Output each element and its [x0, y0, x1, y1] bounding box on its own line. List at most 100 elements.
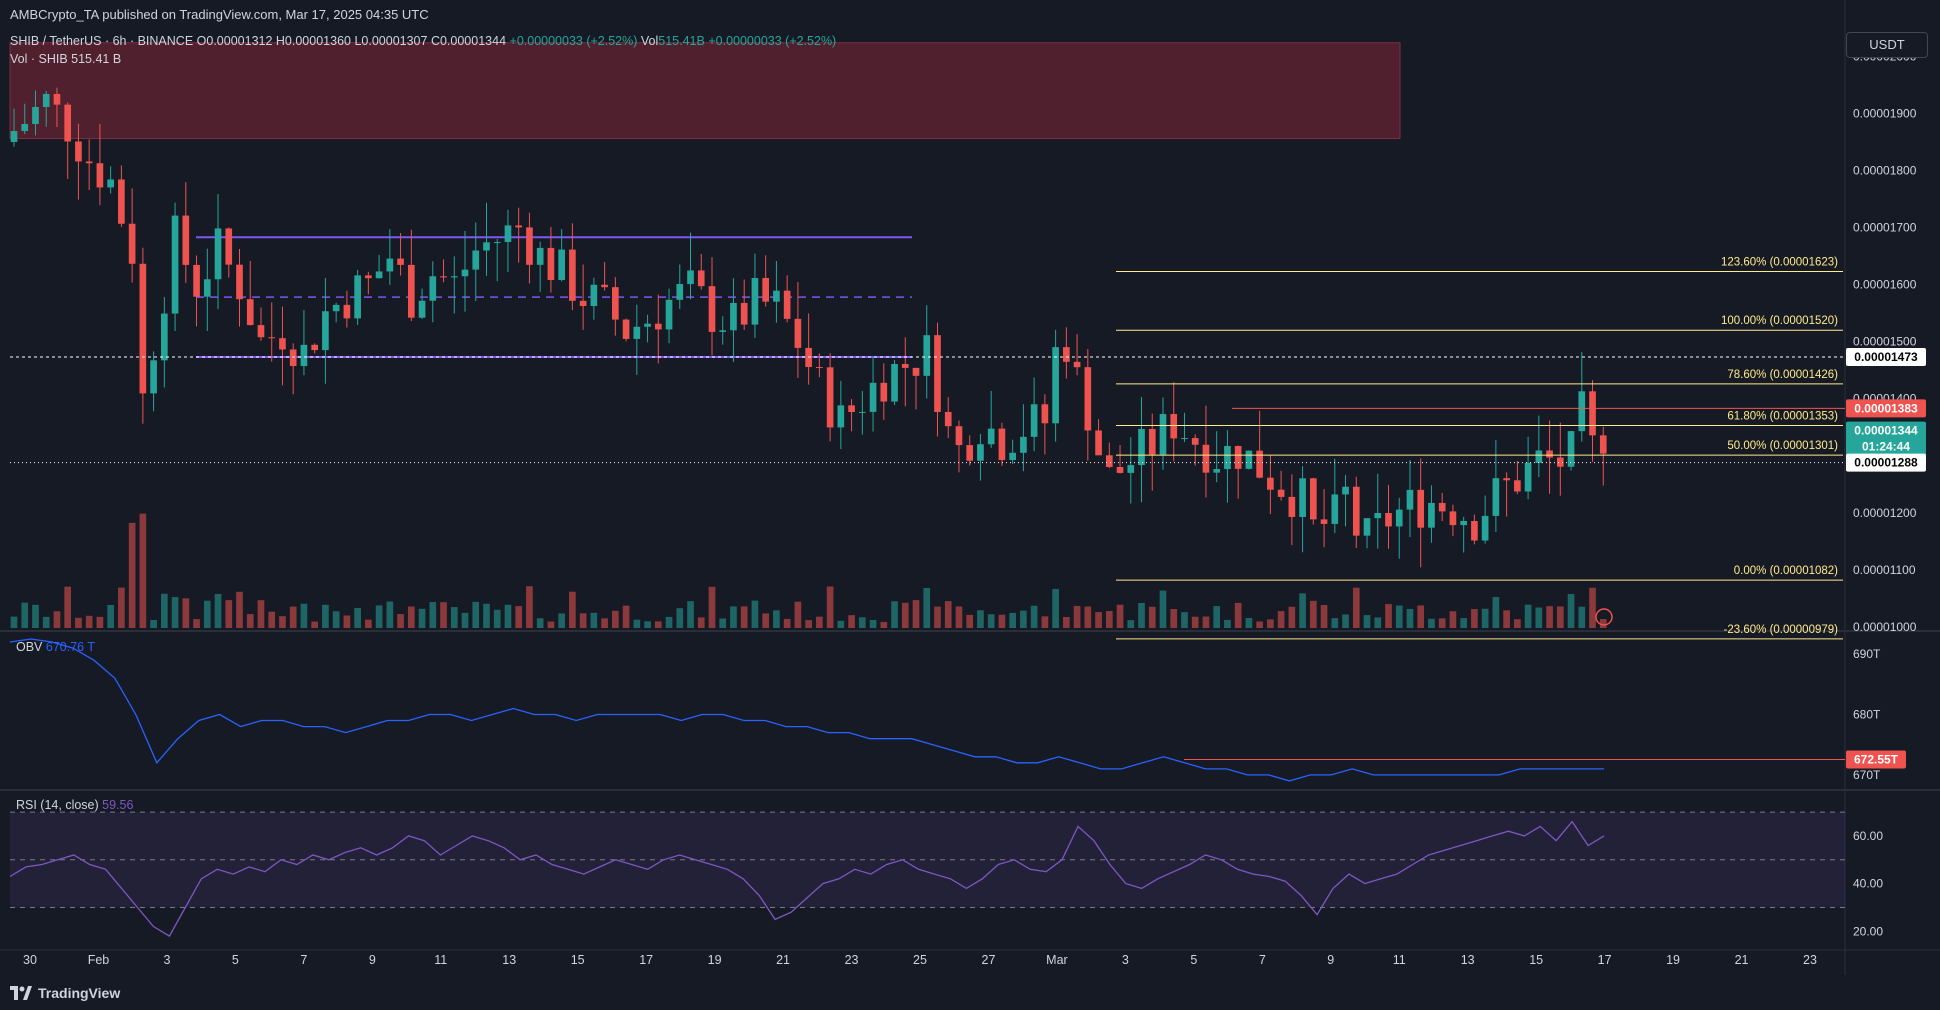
candle-body: [450, 276, 458, 278]
volume-bar: [1546, 606, 1553, 628]
fib-level-label: 123.60% (0.00001623): [1721, 256, 1838, 268]
candle-body: [1352, 486, 1360, 536]
obv-legend-label: OBV: [16, 640, 43, 654]
volume-bar: [1267, 619, 1274, 628]
volume-bar: [32, 604, 39, 628]
volume-bar: [139, 513, 147, 628]
candle-body: [783, 290, 791, 319]
candle-body: [1342, 486, 1349, 495]
candle-body: [1299, 478, 1306, 517]
candle-body: [762, 278, 770, 302]
symbol-legend[interactable]: SHIB / TetherUS · 6h · BINANCE O0.000013…: [10, 34, 836, 48]
grid-lines: [0, 0, 1940, 975]
rsi-legend[interactable]: RSI (14, close) 59.56: [16, 798, 133, 812]
candle-body: [1159, 414, 1167, 455]
candle-body: [1020, 436, 1027, 453]
price-label-box: [1846, 399, 1926, 418]
time-tick-label: Feb: [88, 953, 110, 967]
candle-body: [139, 263, 147, 394]
price-label-box: [1846, 421, 1926, 440]
candle-body: [955, 426, 963, 446]
candle-body: [1417, 489, 1425, 528]
time-scale[interactable]: 30 Feb 3 5 7 9 11 13 15 17 19 21 23 25 27 Mar 3 5 7 9 11 13 15…: [23, 953, 1817, 967]
candle-body: [966, 445, 974, 461]
candle-body: [1374, 513, 1382, 519]
volume-bar: [1503, 610, 1510, 628]
candle-body: [1224, 446, 1231, 470]
candle-body: [1546, 450, 1553, 458]
legend-vol-change: +0.00000033 (+2.52%): [708, 34, 837, 48]
time-tick-label: 5: [1190, 953, 1197, 967]
volume-bar: [1127, 620, 1135, 628]
candle-body: [1589, 391, 1596, 436]
candle-body: [182, 215, 190, 265]
candle-body: [386, 258, 394, 272]
candle-body: [1191, 438, 1199, 445]
volume-bar: [708, 586, 716, 628]
fib-level-label: 100.00% (0.00001520): [1721, 315, 1838, 327]
candle-body: [665, 299, 673, 330]
volume-bar: [75, 617, 82, 628]
candle-body: [96, 163, 104, 188]
volume-bar: [1148, 606, 1156, 628]
candle-body: [977, 444, 984, 461]
time-tick-label: 11: [1393, 953, 1406, 967]
fib-level-label: 0.00% (0.00001082): [1734, 565, 1838, 577]
candle-body: [848, 405, 855, 413]
rsi-pane: 20.00 40.00 60.00: [9, 811, 1883, 938]
candle-body: [311, 344, 318, 351]
candle-body: [1406, 489, 1414, 510]
obv-tick-label: 680T: [1853, 708, 1881, 722]
tradingview-logo[interactable]: TradingView: [10, 985, 120, 1001]
rsi-tick-label: 40.00: [1853, 877, 1883, 891]
candle-body: [1095, 430, 1102, 456]
time-tick-label: 5: [232, 953, 239, 967]
candle-body: [816, 367, 823, 369]
volume-bar: [1460, 618, 1467, 628]
candle-body: [461, 269, 469, 277]
volume-bar: [1385, 604, 1392, 628]
volume-bar: [590, 612, 598, 628]
volume-bar: [107, 604, 114, 628]
volume-bar: [1471, 609, 1478, 628]
candle-body: [826, 367, 834, 428]
zones: [9, 42, 1401, 359]
time-tick-label: 7: [1259, 953, 1266, 967]
candle-body: [1063, 347, 1070, 362]
volume-bar: [719, 618, 727, 628]
time-tick-label: 13: [1461, 953, 1475, 967]
volume-bar: [128, 522, 136, 628]
candle-body: [1556, 457, 1564, 467]
time-tick-label: 9: [369, 953, 376, 967]
volume-bar: [461, 612, 469, 628]
candle-body: [493, 242, 501, 244]
legend-close: C0.00001344: [430, 34, 507, 48]
candle-body: [225, 228, 233, 265]
volume-bar: [1374, 617, 1382, 628]
volume-bar: [289, 606, 297, 628]
candle-body: [1116, 466, 1124, 473]
volume-bar: [472, 601, 480, 628]
price-scale[interactable]: 0.000010000.000011000.000012000.00001300…: [1846, 49, 1926, 634]
candle-body: [1449, 511, 1457, 526]
time-tick-label: 23: [1803, 953, 1817, 967]
candle-body: [998, 428, 1006, 461]
candle-body: [118, 179, 125, 224]
volume-bar: [375, 605, 383, 628]
candle-body: [740, 302, 748, 325]
volume-bar: [493, 609, 501, 628]
volume-bar: [1524, 604, 1532, 628]
candle-body: [150, 360, 157, 394]
volume-bar: [386, 601, 394, 628]
volume-bar: [826, 586, 834, 628]
volume-bar: [1041, 616, 1049, 628]
volume-bar: [579, 613, 587, 628]
currency-selector[interactable]: USDT: [1846, 32, 1928, 58]
volume-bar: [236, 591, 243, 628]
volume-bar: [85, 615, 93, 628]
volume-bar: [515, 606, 523, 628]
legend-high: H0.00001360: [275, 34, 351, 48]
volume-bar: [1030, 605, 1038, 628]
volume-legend[interactable]: Vol · SHIB 515.41 B: [10, 52, 121, 66]
obv-legend[interactable]: OBV 670.76 T: [16, 640, 95, 654]
